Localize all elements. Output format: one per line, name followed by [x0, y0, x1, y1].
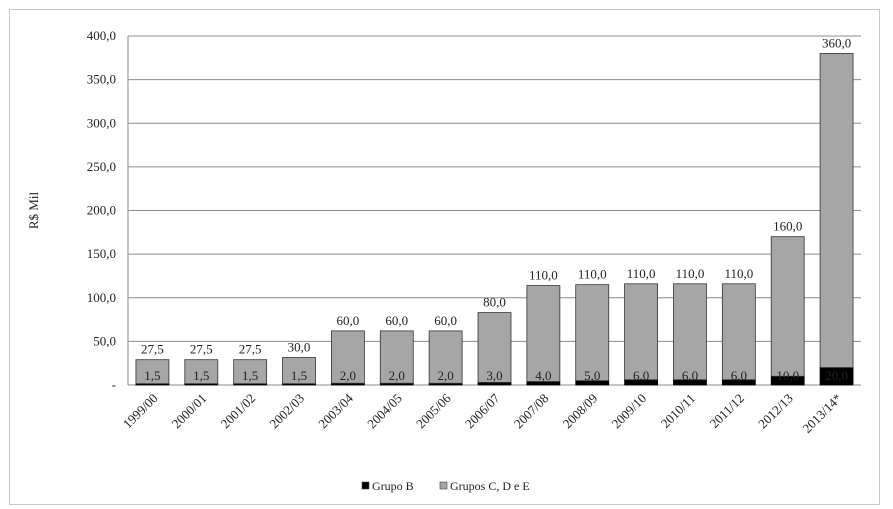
bar-grupos-cde: [379, 330, 414, 384]
data-label-grupos-cde: 60,0: [337, 313, 360, 328]
chart-frame: - 50,0 100,0 150,0 200,0 250,0 300,0 350,0 400,0…: [9, 9, 880, 505]
data-label-grupo-b: 5,0: [584, 368, 600, 383]
bar-grupos-cde: [184, 359, 219, 385]
data-label-grupo-b: 2,0: [340, 368, 356, 383]
data-label-grupos-cde: 27,5: [239, 342, 262, 357]
x-tick-label: 2010/11: [658, 391, 698, 431]
bar-grupos-cde: [135, 359, 170, 385]
y-tick-label: 350,0: [87, 72, 116, 87]
data-label-grupo-b: 6,0: [682, 368, 698, 383]
y-tick-label: 250,0: [87, 159, 116, 174]
data-labels: 27,5 1,5 27,5 1,5 27,5 1,5 30,0 1,5 60,0 2,0 60,0 2…: [141, 35, 851, 383]
x-tick-label: 2009/10: [608, 391, 649, 432]
data-label-grupos-cde: 110,0: [676, 266, 705, 281]
data-label-grupo-b: 1,5: [242, 368, 258, 383]
data-label-grupos-cde: 60,0: [434, 313, 457, 328]
data-label-grupo-b: 2,0: [438, 368, 454, 383]
data-label-grupos-cde: 110,0: [529, 268, 558, 283]
x-axis: 1999/00 2000/01 2001/02 2002/03 2003/04 2004/…: [120, 390, 845, 436]
x-tick-label: 2012/13: [755, 391, 796, 432]
bar-grupos-cde: [575, 284, 610, 382]
x-tick-label: 2005/06: [413, 390, 454, 431]
x-tick-label: 2002/03: [266, 391, 307, 432]
x-tick-label: 2007/08: [511, 391, 552, 432]
x-tick-label: 2011/12: [707, 391, 747, 431]
bar-grupos-cde: [282, 357, 316, 385]
x-tick-label: 2006/07: [462, 390, 503, 431]
legend-swatch: [361, 481, 370, 490]
x-tick-label: 2000/01: [169, 391, 210, 432]
data-label-grupo-b: 6,0: [633, 368, 649, 383]
data-label-grupos-cde: 110,0: [724, 266, 753, 281]
bar-grupos-cde: [721, 283, 756, 381]
bar-grupos-cde: [770, 236, 805, 377]
bar-grupos-cde: [330, 330, 365, 384]
data-label-grupo-b: 4,0: [535, 368, 551, 383]
x-tick-label: 2013/14*: [799, 391, 844, 436]
data-label-grupos-cde: 110,0: [578, 267, 607, 282]
bar-grupos-cde: [819, 53, 854, 368]
data-label-grupos-cde: 360,0: [822, 35, 851, 50]
data-label-grupo-b: 2,0: [389, 368, 405, 383]
x-tick-label: 2008/09: [560, 391, 601, 432]
data-label-grupos-cde: 27,5: [190, 342, 213, 357]
data-label-grupo-b: 1,5: [144, 368, 160, 383]
bar-grupos-cde: [673, 283, 707, 381]
data-label-grupos-cde: 60,0: [385, 313, 408, 328]
data-label-grupos-cde: 30,0: [288, 340, 311, 355]
data-label-grupos-cde: 27,5: [141, 342, 164, 357]
stacked-bar-chart: - 50,0 100,0 150,0 200,0 250,0 300,0 350,0 400,0…: [26, 28, 861, 493]
y-tick-label: 50,0: [93, 333, 116, 348]
y-axis-label: R$ Mil: [26, 192, 41, 230]
bars: [135, 53, 854, 386]
legend-entry: Grupo B: [372, 479, 414, 493]
bar-grupos-cde: [477, 312, 512, 383]
data-label-grupo-b: 3,0: [486, 368, 502, 383]
x-tick-label: 2003/04: [315, 390, 356, 431]
y-tick-label: 200,0: [87, 203, 116, 218]
gridlines: [128, 35, 861, 386]
x-tick-label: 2001/02: [218, 391, 259, 432]
data-label-grupo-b: 1,5: [291, 368, 307, 383]
bar-grupos-cde: [624, 283, 658, 381]
bar-grupos-cde: [233, 359, 268, 385]
bar-grupos-cde: [428, 330, 463, 384]
data-label-grupo-b: 10,0: [776, 368, 799, 383]
y-tick-label: 150,0: [87, 246, 116, 261]
data-label-grupo-b: 6,0: [731, 368, 747, 383]
y-tick-label: -: [112, 377, 116, 392]
data-label-grupos-cde: 80,0: [483, 295, 506, 310]
data-label-grupo-b: 1,5: [193, 368, 209, 383]
y-axis: - 50,0 100,0 150,0 200,0 250,0 300,0 350,0 400,0: [87, 28, 129, 392]
y-tick-label: 100,0: [87, 290, 116, 305]
legend: Grupo B Grupos C, D e E: [361, 479, 530, 493]
x-tick-label: 2004/05: [364, 391, 405, 432]
y-tick-label: 300,0: [87, 115, 116, 130]
data-label-grupos-cde: 160,0: [773, 219, 802, 234]
y-tick-label: 400,0: [87, 28, 116, 43]
x-tick-label: 1999/00: [120, 391, 161, 432]
data-label-grupo-b: 20,0: [825, 368, 848, 383]
legend-swatch: [439, 481, 448, 490]
legend-entry: Grupos C, D e E: [450, 479, 530, 493]
bar-grupos-cde: [526, 285, 561, 382]
data-label-grupos-cde: 110,0: [627, 266, 656, 281]
